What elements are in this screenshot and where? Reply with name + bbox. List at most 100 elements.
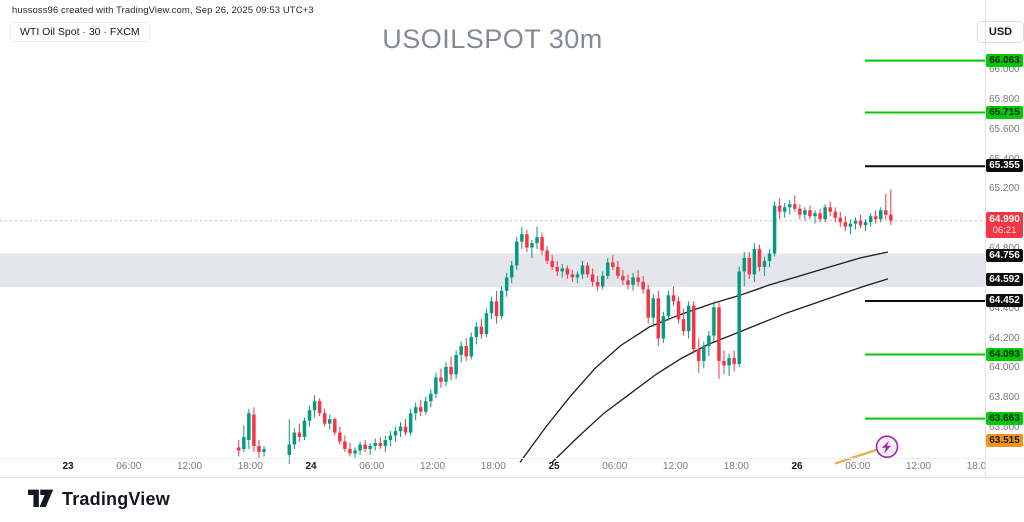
time-label: 06:00	[359, 461, 385, 472]
candle	[772, 205, 777, 254]
candle	[378, 443, 383, 446]
candle	[333, 419, 337, 433]
candle	[808, 210, 812, 217]
candle	[555, 266, 559, 272]
time-label: 18:00	[480, 461, 506, 472]
candle	[247, 413, 251, 441]
candle	[504, 277, 509, 291]
time-label-day: 23	[62, 461, 74, 472]
candle	[237, 447, 241, 451]
candle	[848, 223, 853, 227]
candle	[833, 211, 837, 218]
candle	[793, 204, 797, 209]
candle	[565, 268, 570, 275]
tradingview-branding[interactable]: TradingView	[28, 487, 170, 511]
candle	[777, 205, 782, 212]
candle	[530, 243, 534, 248]
time-axis[interactable]: 23 06:00 12:00 18:00 24 06:00 12:00 18:00 25 06:0…	[0, 461, 985, 477]
candle	[509, 265, 514, 278]
candle	[873, 216, 878, 220]
candle	[626, 280, 630, 285]
ma-lower-line	[551, 278, 889, 463]
candle	[489, 301, 494, 314]
candle	[525, 234, 529, 248]
lightning-bolt-glyph	[882, 440, 891, 454]
candle	[545, 250, 549, 261]
candle	[717, 307, 721, 361]
candle	[656, 298, 661, 339]
tradingview-logo-icon	[28, 489, 54, 507]
candle	[358, 444, 362, 451]
symbol-legend[interactable]: WTI Oil Spot · 30 · FXCM	[10, 22, 150, 42]
candle	[287, 444, 292, 455]
supply-zone[interactable]	[0, 253, 985, 288]
candle	[444, 366, 448, 382]
time-label: 12:00	[905, 461, 932, 472]
candle	[338, 432, 342, 442]
candle	[257, 445, 261, 452]
candle	[691, 305, 696, 350]
candle	[348, 448, 352, 454]
candle	[747, 257, 752, 275]
candle	[292, 432, 297, 445]
candle	[767, 253, 772, 261]
candle	[621, 275, 625, 281]
candle	[368, 445, 372, 449]
time-label-day: 25	[548, 461, 560, 472]
candle	[600, 275, 605, 287]
candle	[878, 210, 883, 220]
candle	[661, 316, 666, 339]
time-label: 18:00	[966, 461, 985, 472]
candle	[373, 443, 377, 446]
candle	[393, 431, 398, 436]
candle	[439, 377, 443, 382]
time-label: 12:00	[419, 461, 446, 472]
candle	[843, 222, 848, 227]
candle	[535, 237, 539, 244]
candle	[560, 268, 565, 272]
time-axis-border	[0, 458, 1024, 459]
candle	[474, 326, 479, 338]
candle	[616, 266, 620, 276]
candle	[464, 346, 468, 357]
candle	[595, 281, 600, 287]
chart-plot-area[interactable]	[0, 0, 1024, 478]
candle	[353, 450, 357, 454]
candle	[823, 207, 827, 220]
candle	[737, 271, 741, 364]
candle	[707, 335, 711, 347]
time-label: 06:00	[602, 461, 628, 472]
candle	[631, 277, 635, 285]
chart-bottom-border	[0, 477, 1024, 478]
candle	[853, 220, 858, 224]
candle	[858, 220, 863, 226]
candle	[838, 217, 843, 223]
candle	[676, 301, 681, 320]
candle	[575, 274, 580, 278]
candle	[757, 249, 762, 267]
candle	[590, 274, 595, 282]
candle	[454, 354, 458, 375]
candle	[585, 265, 590, 275]
candle	[262, 448, 266, 452]
attribution-text: hussoss96 created with TradingView.com, …	[12, 5, 314, 16]
candle	[646, 289, 650, 318]
trend-line[interactable]	[834, 448, 879, 465]
candle	[828, 207, 832, 212]
candle	[469, 337, 474, 357]
time-label: 18:00	[237, 461, 263, 472]
candle	[363, 444, 367, 449]
candle	[429, 393, 433, 402]
candle	[863, 222, 868, 226]
candle	[752, 249, 757, 275]
candle	[343, 441, 347, 449]
candle	[322, 413, 327, 424]
time-label: 12:00	[662, 461, 689, 472]
candle	[515, 241, 519, 266]
candle	[540, 237, 544, 251]
candle	[606, 262, 610, 276]
candle	[297, 432, 302, 438]
candle	[413, 407, 418, 414]
candle	[403, 426, 408, 433]
